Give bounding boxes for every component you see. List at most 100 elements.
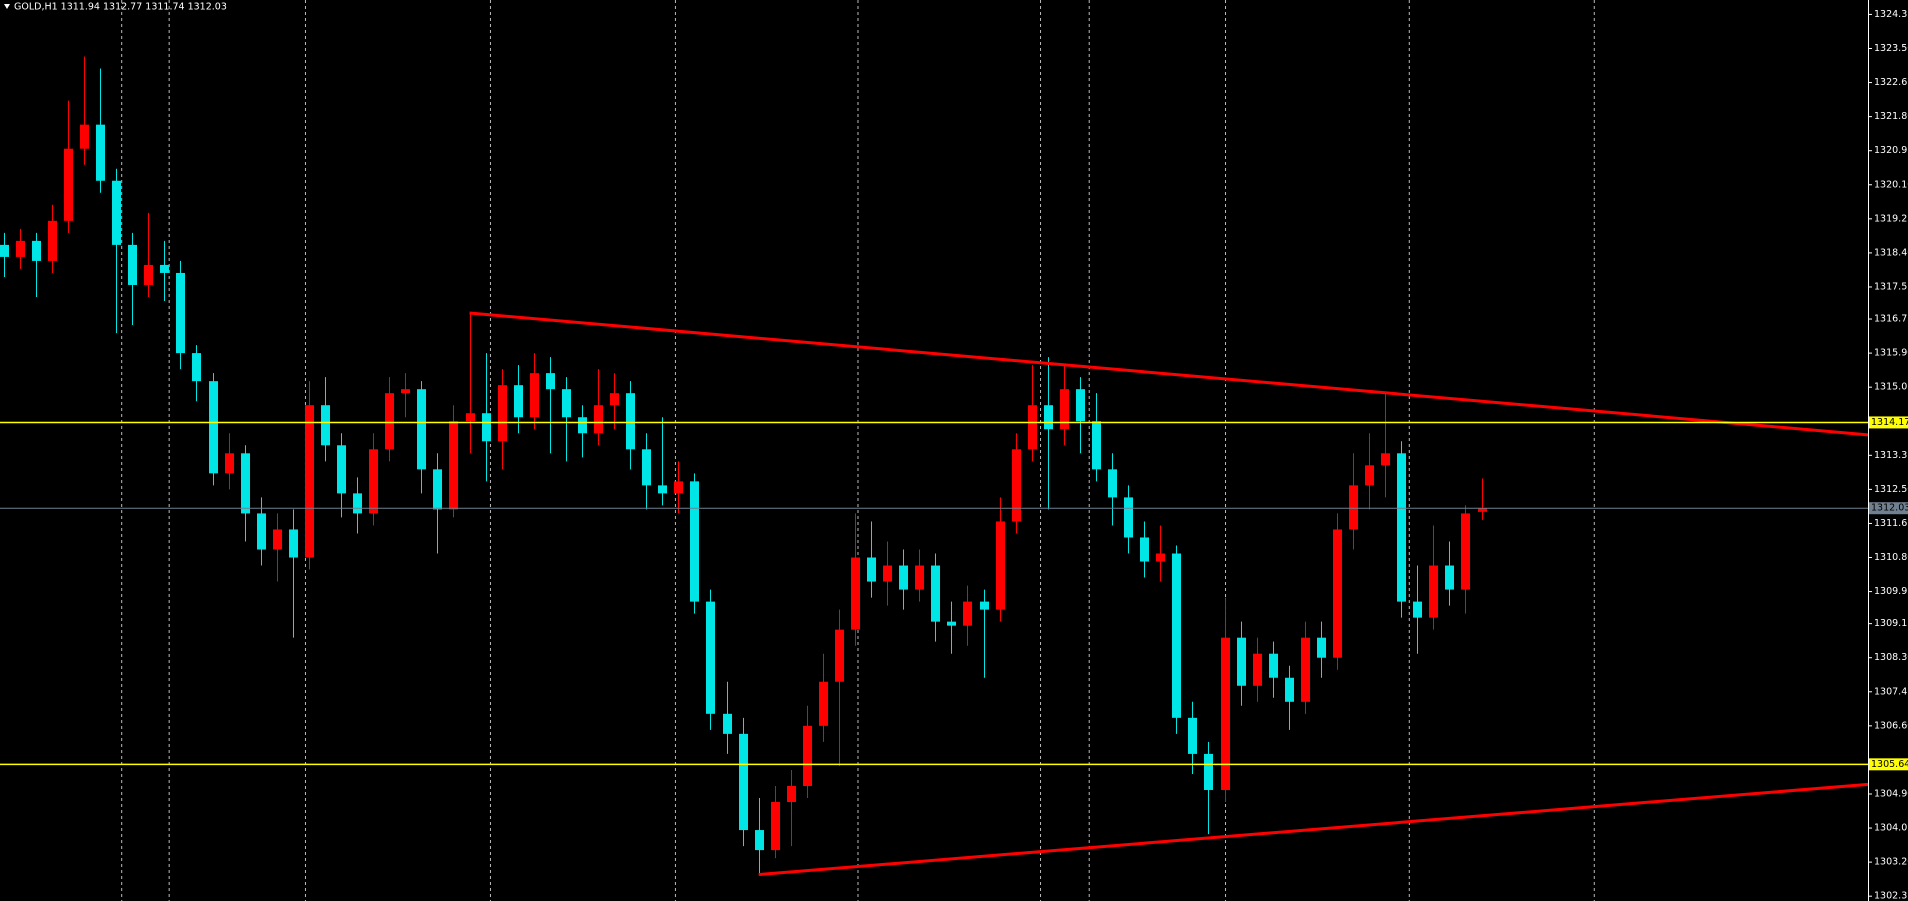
candle-body <box>931 565 940 622</box>
y-tick-label: 1304.05 <box>1874 823 1908 834</box>
y-tick-label: 1319.25 <box>1874 213 1908 224</box>
candle-body <box>899 565 908 590</box>
candle-body <box>401 389 410 394</box>
candle-body <box>755 830 764 851</box>
candle-body <box>915 565 924 590</box>
candle-body <box>771 802 780 851</box>
candle-body <box>1108 469 1117 498</box>
y-tick-label: 1310.80 <box>1874 552 1908 563</box>
candle-body <box>305 405 314 558</box>
candle-body <box>192 353 201 382</box>
candle-body <box>144 264 153 285</box>
candle-body <box>1429 565 1438 618</box>
y-tick-label: 1322.65 <box>1874 77 1908 88</box>
candle-body <box>996 521 1005 610</box>
candle-body <box>1478 508 1487 512</box>
candle-body <box>209 381 218 474</box>
y-tick-label: 1311.65 <box>1874 518 1908 529</box>
candle-body <box>337 445 346 494</box>
trendline <box>758 782 1869 877</box>
candle-body <box>273 529 282 550</box>
candle-body <box>96 124 105 181</box>
candle-body <box>1172 553 1181 718</box>
candle-body <box>803 725 812 786</box>
candle-body <box>1301 637 1310 702</box>
y-tick-label: 1321.80 <box>1874 111 1908 122</box>
candle-body <box>1156 553 1165 562</box>
candle-body <box>1237 637 1246 686</box>
menu-arrow[interactable] <box>4 4 10 9</box>
price-level-label: 1312.03 <box>1871 503 1908 514</box>
price-level-label: 1305.64 <box>1871 759 1908 770</box>
y-tick-label: 1315.05 <box>1874 382 1908 393</box>
y-tick-label: 1317.55 <box>1874 281 1908 292</box>
candle-body <box>1461 513 1470 590</box>
price-level-tag <box>1869 502 1908 515</box>
y-tick-label: 1316.75 <box>1874 314 1908 325</box>
candle-body <box>851 557 860 630</box>
candle-body <box>241 453 250 514</box>
candle-body <box>80 124 89 149</box>
candle-body <box>482 413 491 442</box>
y-tick-label: 1303.20 <box>1874 857 1908 868</box>
candle-body <box>883 565 892 582</box>
y-tick-label: 1323.50 <box>1874 43 1908 54</box>
candle-body <box>369 449 378 514</box>
y-tick-label: 1307.45 <box>1874 686 1908 697</box>
candle-body <box>980 601 989 610</box>
candle-body <box>1285 677 1294 702</box>
candle-body <box>835 629 844 682</box>
candle-body <box>16 240 25 257</box>
candle-body <box>48 220 57 261</box>
candle-body <box>1333 529 1342 658</box>
candle-body <box>1076 389 1085 422</box>
candle-body <box>658 485 667 494</box>
candle-body <box>1381 453 1390 466</box>
candle-body <box>1204 753 1213 790</box>
candle-body <box>1365 465 1374 486</box>
candle-body <box>963 601 972 626</box>
candle-body <box>1124 497 1133 538</box>
y-tick-label: 1308.30 <box>1874 652 1908 663</box>
y-tick-label: 1320.10 <box>1874 179 1908 190</box>
candle-body <box>1012 449 1021 522</box>
candle-body <box>385 393 394 450</box>
candle-body <box>289 529 298 558</box>
chart-title: GOLD,H1 1311.94 1312.77 1311.74 1312.03 <box>14 2 227 13</box>
candle-body <box>498 385 507 442</box>
candle-body <box>674 481 683 494</box>
candle-body <box>706 601 715 714</box>
price-level-tag <box>1869 416 1908 429</box>
candle-body <box>417 389 426 470</box>
candle-body <box>642 449 651 486</box>
candle-body <box>1140 537 1149 562</box>
candle-body <box>723 713 732 734</box>
candle-body <box>562 389 571 418</box>
candle-body <box>690 481 699 602</box>
candle-body <box>819 681 828 726</box>
candle-body <box>787 785 796 803</box>
candle-body <box>1044 405 1053 430</box>
candle-body <box>514 385 523 418</box>
y-tick-label: 1304.90 <box>1874 788 1908 799</box>
candle-body <box>321 405 330 446</box>
candle-body <box>626 393 635 450</box>
candle-body <box>1060 389 1069 430</box>
candle-body <box>530 373 539 418</box>
candle-body <box>1253 653 1262 686</box>
candle-body <box>578 417 587 434</box>
candle-body <box>1445 565 1454 590</box>
candle-body <box>353 493 362 514</box>
candle-body <box>64 148 73 221</box>
y-tick-label: 1315.90 <box>1874 348 1908 359</box>
candle-body <box>1413 601 1422 618</box>
candle-body <box>1028 405 1037 450</box>
candle-body <box>257 513 266 550</box>
candle-body <box>1221 637 1230 790</box>
y-tick-label: 1313.35 <box>1874 450 1908 461</box>
candle-body <box>112 180 121 245</box>
candle-body <box>176 272 185 354</box>
candle-body <box>1349 485 1358 530</box>
y-tick-label: 1318.40 <box>1874 247 1908 258</box>
